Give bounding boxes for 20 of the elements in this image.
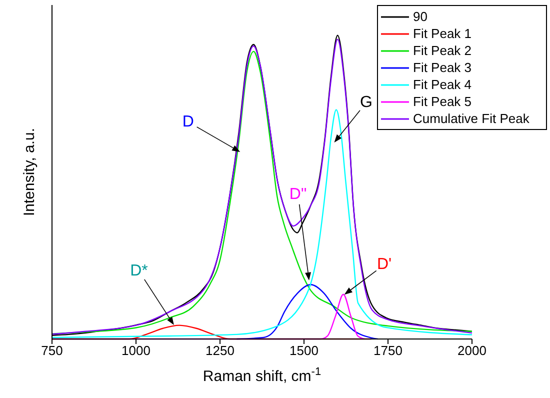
x-tick-label: 2000 — [458, 343, 486, 358]
legend-label: Fit Peak 2 — [413, 43, 472, 58]
legend-label: 90 — [413, 9, 428, 24]
x-tick-label: 1000 — [122, 343, 150, 358]
legend-label: Cumulative Fit Peak — [413, 111, 530, 126]
x-tick-label: 1750 — [374, 343, 402, 358]
legend-label: Fit Peak 5 — [413, 94, 472, 109]
legend-label: Fit Peak 3 — [413, 60, 472, 75]
x-tick-label: 750 — [41, 343, 63, 358]
annotation: D' — [377, 256, 392, 274]
annotation: G — [360, 94, 372, 112]
x-tick-label: 1250 — [206, 343, 234, 358]
legend-label: Fit Peak 1 — [413, 26, 472, 41]
y-axis-title: Intensity, a.u. — [21, 128, 38, 216]
annotation: D* — [130, 262, 148, 280]
annotation: D" — [289, 186, 307, 203]
annotation: D — [182, 113, 194, 130]
legend-label: Fit Peak 4 — [413, 77, 472, 92]
x-tick-label: 1500 — [290, 343, 318, 358]
x-axis-title: Raman shift, cm$^{-1}$ — [202, 366, 322, 385]
